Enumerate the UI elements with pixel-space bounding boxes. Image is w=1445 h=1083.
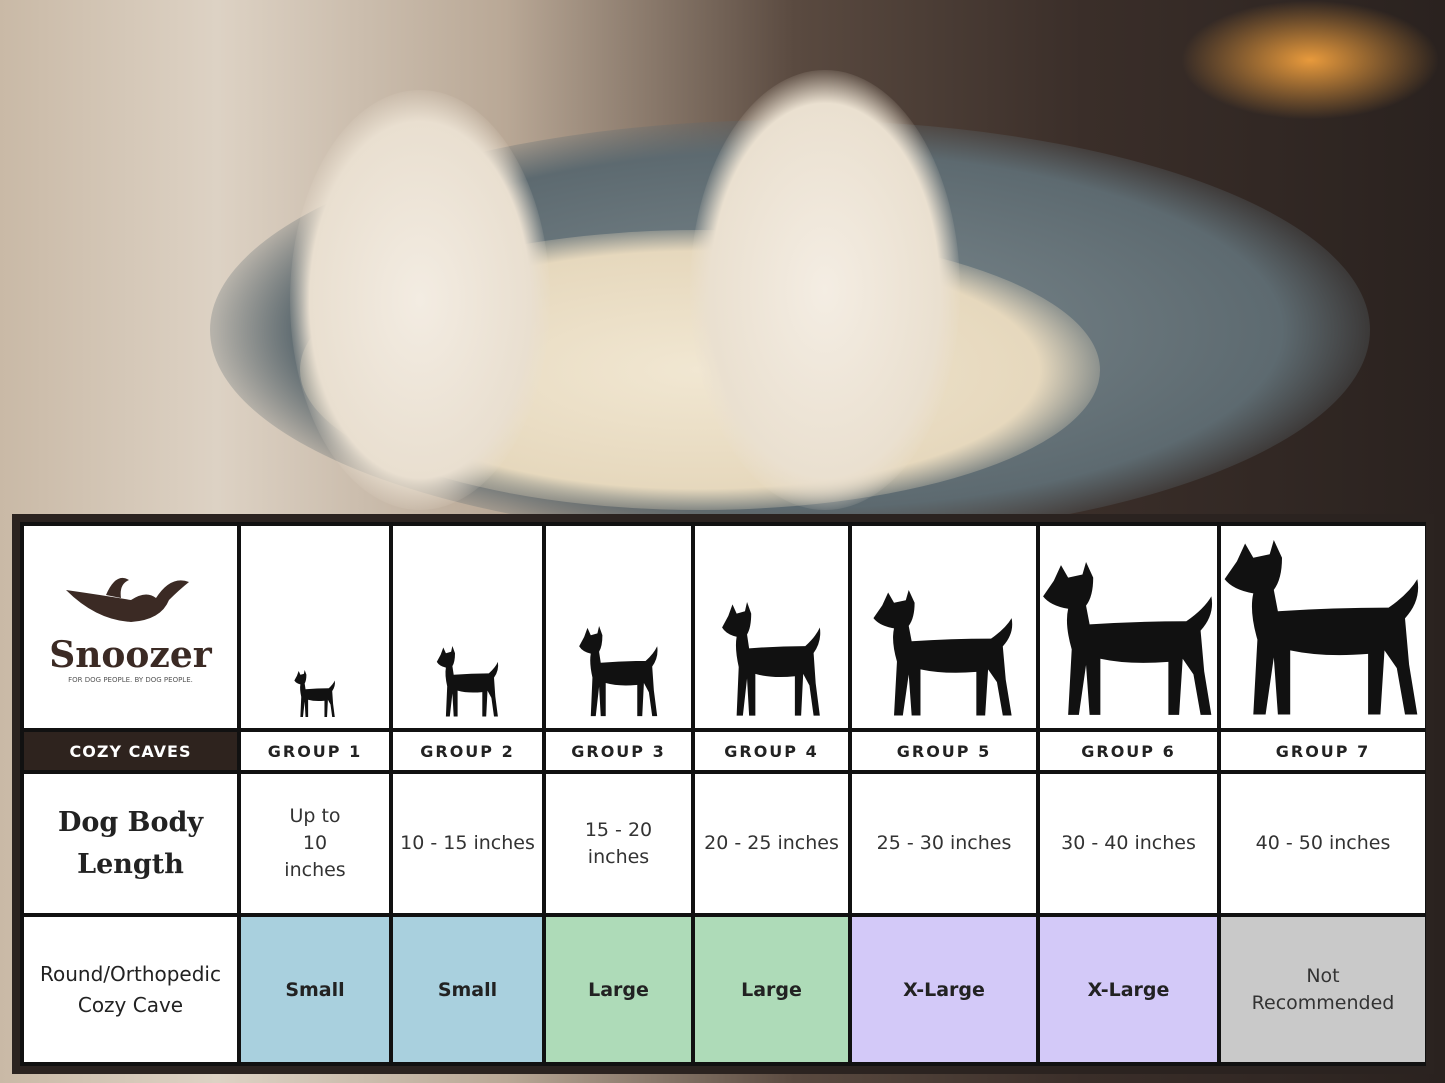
body-length-value: 40 - 50 inches [1221,774,1425,913]
dog-silhouette-icon [1224,540,1419,715]
dog-silhouette-cell [546,526,691,728]
cave-size-value: Large [546,917,691,1062]
group-label: GROUP 1 [241,732,389,770]
group-label: GROUP 7 [1221,732,1425,770]
cave-row-label: Round/Orthopedic Cozy Cave [24,917,237,1062]
cave-size-value: X-Large [1040,917,1217,1062]
dog-silhouette-icon [578,626,658,717]
group-label: GROUP 6 [1040,732,1217,770]
body-length-value: 15 - 20 inches [546,774,691,913]
cave-size-value: Small [241,917,389,1062]
brand-logo-cell: Snoozer FOR DOG PEOPLE. BY DOG PEOPLE. [24,526,237,728]
cave-size-value: Not Recommended [1221,917,1425,1062]
body-length-value: 10 - 15 inches [393,774,542,913]
dog-silhouette-cell [852,526,1036,728]
cave-size-value: X-Large [852,917,1036,1062]
brand-name: Snoozer [49,634,212,676]
dog-silhouette-icon [873,590,1013,716]
dog-silhouette-icon [294,670,335,718]
dog-silhouette-cell [393,526,542,728]
fireplace-glow [1180,0,1440,120]
group-label: GROUP 3 [546,732,691,770]
dog-silhouette-cell [1040,526,1217,728]
group-label: GROUP 2 [393,732,542,770]
dog-silhouette-icon [721,602,820,716]
snoozer-dog-logo-icon [65,577,189,622]
cave-size-value: Large [695,917,848,1062]
cave-size-value: Small [393,917,542,1062]
dog-right [690,70,960,510]
dog-silhouette-cell [695,526,848,728]
brand-tagline: FOR DOG PEOPLE. BY DOG PEOPLE. [68,676,193,684]
body-length-value: 25 - 30 inches [852,774,1036,913]
dog-silhouette-cell [1221,526,1425,728]
body-length-value: Up to 10 inches [241,774,389,913]
body-length-value: 20 - 25 inches [695,774,848,913]
group-label: GROUP 4 [695,732,848,770]
product-label: COZY CAVES [24,732,237,770]
size-chart-grid: Snoozer FOR DOG PEOPLE. BY DOG PEOPLE. C… [20,522,1426,1066]
dog-silhouette-icon [436,646,498,717]
dog-silhouette-cell [241,526,389,728]
body-length-value: 30 - 40 inches [1040,774,1217,913]
dog-left [290,90,550,510]
group-label: GROUP 5 [852,732,1036,770]
length-row-label: Dog Body Length [24,774,237,913]
dog-silhouette-icon [1042,562,1212,715]
size-chart: Snoozer FOR DOG PEOPLE. BY DOG PEOPLE. C… [12,514,1434,1074]
